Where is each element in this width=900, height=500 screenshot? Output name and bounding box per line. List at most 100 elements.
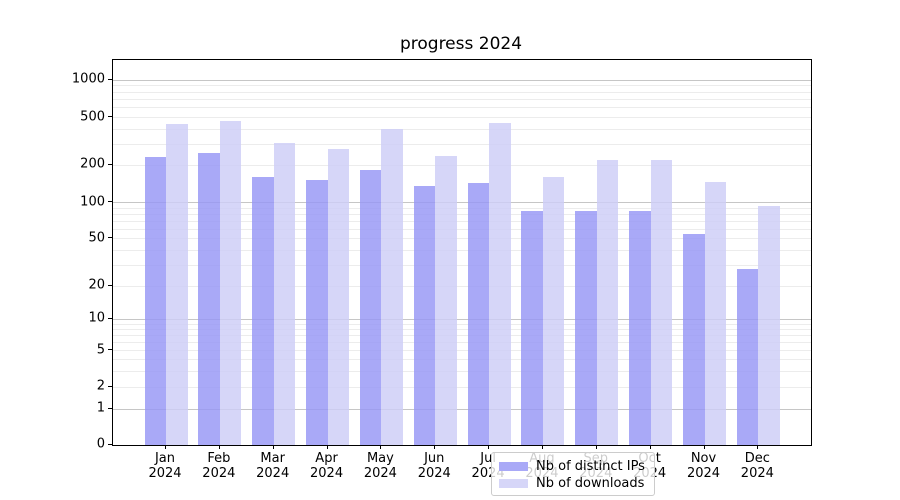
gridline <box>113 370 811 372</box>
gridline <box>113 264 811 266</box>
gridline <box>113 117 811 119</box>
plot-canvas <box>113 60 811 445</box>
x-axis-tick-mark <box>165 445 166 449</box>
gridline <box>113 128 811 130</box>
y-axis-tick-mark <box>108 201 112 203</box>
y-axis-tick-label: 200 <box>80 156 105 172</box>
x-axis-tick-mark <box>326 445 328 449</box>
x-axis-tick-mark <box>218 445 220 449</box>
bar-downloads <box>327 148 350 445</box>
y-axis-tick-label: 1 <box>96 400 105 416</box>
y-axis-tick-label: 100 <box>80 194 105 210</box>
bar-distinct-ips <box>467 182 490 445</box>
y-axis-tick-mark <box>108 443 112 445</box>
y-axis-tick-label: 20 <box>88 277 105 293</box>
y-axis-tick-mark <box>108 284 112 286</box>
plot-area: Nb of distinct IPs Nb of downloads <box>112 59 812 496</box>
y-axis-tick-label: 5 <box>96 342 105 358</box>
gridline <box>113 213 811 215</box>
bar-downloads <box>435 155 457 445</box>
gridline <box>113 350 811 352</box>
bar-distinct-ips <box>306 180 328 445</box>
legend-label: Nb of distinct IPs <box>536 459 645 474</box>
bar-downloads <box>219 120 242 445</box>
gridline <box>113 318 811 320</box>
gridline <box>113 328 811 330</box>
x-axis-tick-mark <box>649 445 651 449</box>
gridline <box>113 99 811 101</box>
x-axis-tick-label: Jun 2024 <box>417 451 451 481</box>
gridline <box>113 285 811 287</box>
bar-downloads <box>166 124 188 445</box>
x-axis-tick-mark <box>703 445 705 449</box>
bar-distinct-ips <box>252 177 274 445</box>
x-axis-tick-mark <box>272 445 274 449</box>
chart-title: progress 2024 <box>399 34 523 54</box>
x-axis-tick-mark <box>488 445 490 449</box>
x-axis-tick-label: May 2024 <box>363 451 397 481</box>
gridline <box>113 207 811 209</box>
gridline <box>113 238 811 240</box>
bar-downloads <box>273 142 296 445</box>
bar-downloads <box>596 160 619 445</box>
y-axis-tick-mark <box>108 78 112 80</box>
x-axis-tick-label: Mar 2024 <box>256 451 290 481</box>
x-axis-tick-mark <box>380 445 382 449</box>
x-axis-tick-mark <box>434 445 436 449</box>
bar-downloads <box>489 122 511 445</box>
x-axis-tick-label: Nov 2024 <box>686 451 721 481</box>
y-axis-tick-label: 10 <box>88 310 105 326</box>
x-axis-tick-mark <box>541 445 543 449</box>
x-axis-tick-label: Dec 2024 <box>740 451 774 481</box>
y-axis-tick-label: 500 <box>80 109 105 125</box>
bar-downloads <box>650 160 673 445</box>
x-axis-tick-label: Apr 2024 <box>310 451 344 481</box>
bar-distinct-ips <box>629 210 651 445</box>
bar-distinct-ips <box>413 185 436 445</box>
y-axis-tick-mark <box>108 237 112 239</box>
legend-swatch-icon <box>499 479 528 488</box>
x-axis-tick-mark <box>757 445 759 449</box>
y-axis-tick-mark <box>108 385 112 387</box>
bar-downloads <box>758 206 780 445</box>
gridline <box>113 323 811 325</box>
gridline <box>113 386 811 388</box>
bar-distinct-ips <box>198 152 220 445</box>
legend-label: Nb of downloads <box>536 476 645 491</box>
y-axis-tick-mark <box>108 349 112 351</box>
y-axis-tick-label: 1000 <box>71 71 105 87</box>
bar-downloads <box>381 128 403 445</box>
legend-swatch-icon <box>499 462 528 471</box>
bar-distinct-ips <box>359 169 382 445</box>
gridline <box>113 85 811 87</box>
bar-distinct-ips <box>144 156 166 445</box>
gridline <box>113 220 811 222</box>
y-axis-tick-label: 0 <box>96 436 105 452</box>
x-axis-tick-label: Feb 2024 <box>202 451 236 481</box>
y-axis-tick-mark <box>108 163 112 165</box>
bar-distinct-ips <box>683 233 705 445</box>
bar-distinct-ips <box>736 268 759 445</box>
gridline <box>113 91 811 93</box>
gridline <box>113 202 811 204</box>
gridline <box>113 79 811 81</box>
legend-item: Nb of downloads <box>492 475 654 492</box>
bar-distinct-ips <box>521 211 543 445</box>
y-axis-tick-mark <box>108 407 112 409</box>
y-axis-tick-mark <box>108 116 112 118</box>
y-axis-tick-label: 2 <box>96 378 105 394</box>
bar-distinct-ips <box>575 210 597 445</box>
gridline <box>113 107 811 109</box>
y-axis-tick-mark <box>108 317 112 319</box>
y-axis-tick-label: 50 <box>88 230 105 246</box>
gridline <box>113 249 811 251</box>
x-axis-tick-label: Jan 2024 <box>148 451 182 481</box>
gridline <box>113 342 811 344</box>
bar-downloads <box>542 177 565 445</box>
gridline <box>113 164 811 166</box>
gridline <box>113 335 811 337</box>
bar-downloads <box>704 181 726 445</box>
gridline <box>113 228 811 230</box>
legend-item: Nb of distinct IPs <box>492 458 654 475</box>
